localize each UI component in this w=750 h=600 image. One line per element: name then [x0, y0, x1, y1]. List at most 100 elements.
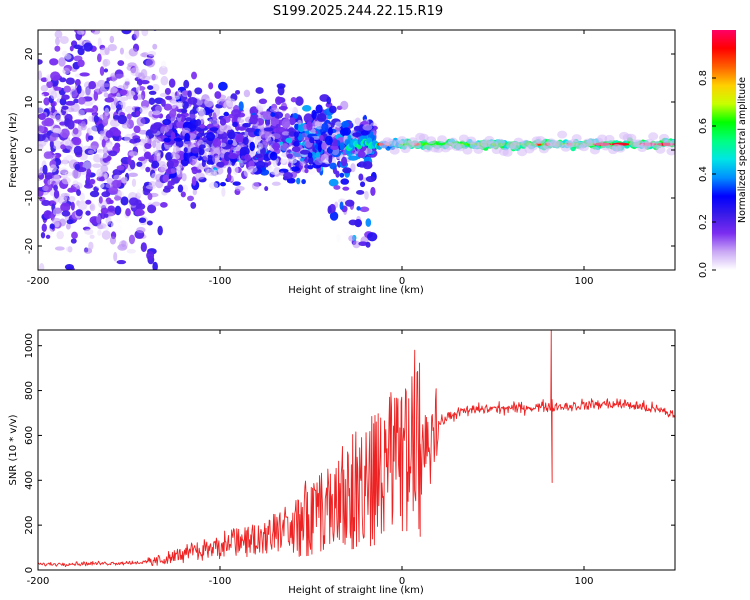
heatmap-cell	[329, 211, 339, 221]
heatmap-cell	[104, 47, 110, 56]
heatmap-cell	[422, 144, 433, 153]
heatmap-cell	[648, 132, 659, 141]
heatmap-cell	[134, 209, 145, 217]
heatmap-cell	[158, 65, 168, 75]
heatmap-cell	[154, 105, 163, 112]
heatmap-cell	[38, 58, 43, 65]
heatmap-cell	[65, 100, 76, 106]
snr-x-tick-label: 0	[399, 576, 405, 587]
heatmap-cell	[114, 194, 120, 202]
heatmap-cell	[56, 230, 64, 240]
heatmap-cell	[249, 106, 259, 116]
heatmap-cell	[40, 84, 49, 92]
heatmap-cell	[120, 21, 128, 28]
heatmap-cell	[125, 208, 131, 217]
heatmap-cell	[49, 140, 54, 149]
heatmap-cell	[43, 97, 50, 106]
heatmap-cell	[249, 114, 258, 125]
heatmap-cell	[160, 75, 169, 86]
heatmap-cell	[237, 126, 246, 131]
heatmap-cell	[317, 142, 322, 153]
heatmap-cell	[370, 186, 376, 197]
heatmap-cell	[243, 89, 251, 98]
heatmap-cell	[65, 223, 71, 230]
heatmap-cell	[120, 196, 129, 206]
heatmap-cell	[309, 137, 315, 144]
heatmap-cell	[113, 114, 120, 120]
heatmap-cell	[586, 138, 597, 147]
heatmap-cell	[314, 157, 324, 166]
heatmap-cell	[123, 82, 129, 90]
heatmap-cell	[138, 129, 148, 135]
snr-line	[38, 330, 675, 568]
heatmap-cell	[194, 87, 203, 95]
heatmap-cell	[41, 223, 47, 232]
heatmap-cell	[110, 220, 119, 230]
heatmap-cell	[145, 166, 151, 173]
heatmap-cell	[88, 241, 94, 250]
heatmap-cell	[154, 137, 162, 143]
heatmap-cell	[75, 209, 83, 217]
heatmap-cell	[238, 101, 244, 112]
heatmap-cell	[102, 83, 111, 88]
heatmap-cell	[319, 134, 324, 142]
heatmap-cell	[270, 116, 280, 127]
heatmap-cell	[292, 152, 302, 158]
heatmap-cell	[214, 91, 222, 99]
heatmap-cell	[330, 145, 339, 150]
heatmap-cell	[226, 98, 237, 108]
heatmap-cell	[114, 73, 125, 79]
heatmap-cell	[249, 141, 256, 152]
heatmap-cell	[97, 37, 102, 48]
snr-x-label: Height of straight line (km)	[288, 585, 424, 596]
heatmap-cell	[293, 140, 300, 147]
heatmap-cell	[84, 228, 94, 235]
heatmap-cell	[146, 139, 153, 144]
heatmap-cell	[176, 113, 182, 118]
heatmap-cell	[411, 140, 422, 149]
heatmap-cell	[151, 160, 160, 169]
heatmap-cell	[165, 152, 173, 161]
heatmap-cell	[85, 210, 91, 216]
heatmap-cell	[151, 110, 161, 116]
heatmap-cell	[60, 202, 71, 212]
heatmap-cell	[38, 169, 43, 176]
heatmap-cell	[227, 131, 236, 140]
heatmap-cell	[118, 240, 128, 250]
heatmap-cell	[199, 124, 206, 129]
heatmap-cell	[326, 96, 332, 105]
heatmap-cell	[350, 163, 356, 173]
heatmap-cell	[165, 125, 170, 132]
heatmap-cell	[103, 92, 109, 98]
heatmap-cell	[204, 98, 214, 108]
heatmap-cell	[65, 77, 75, 85]
heatmap-cell	[270, 112, 276, 117]
heatmap-cell	[55, 114, 61, 122]
heatmap-cell	[362, 124, 373, 131]
heatmap-cell	[101, 138, 106, 148]
heatmap-cell	[356, 110, 366, 118]
heatmap-cell	[89, 153, 94, 161]
heatmap-cell	[141, 30, 149, 37]
heatmap-cell	[215, 146, 221, 154]
heatmap-cell	[170, 167, 177, 174]
heatmap-cell	[308, 156, 314, 165]
heatmap-cell	[285, 137, 293, 144]
heatmap-cell	[61, 94, 70, 100]
heatmap-cell	[104, 107, 110, 117]
heatmap-cell	[133, 125, 141, 134]
heatmap-cell	[103, 68, 109, 73]
heatmap-y-tick-label: 0	[24, 147, 35, 153]
heatmap-cell	[191, 71, 198, 80]
heatmap-cell	[271, 181, 281, 186]
heatmap-cell	[49, 164, 57, 173]
heatmap-cell	[296, 177, 301, 185]
heatmap-cell	[126, 113, 132, 120]
heatmap-cell	[103, 213, 109, 218]
heatmap-cell	[47, 179, 52, 185]
heatmap-cell	[339, 201, 344, 210]
heatmap-cell	[73, 169, 79, 179]
heatmap-cell	[38, 112, 46, 120]
heatmap-cell	[192, 105, 199, 114]
heatmap-cell	[239, 146, 250, 157]
